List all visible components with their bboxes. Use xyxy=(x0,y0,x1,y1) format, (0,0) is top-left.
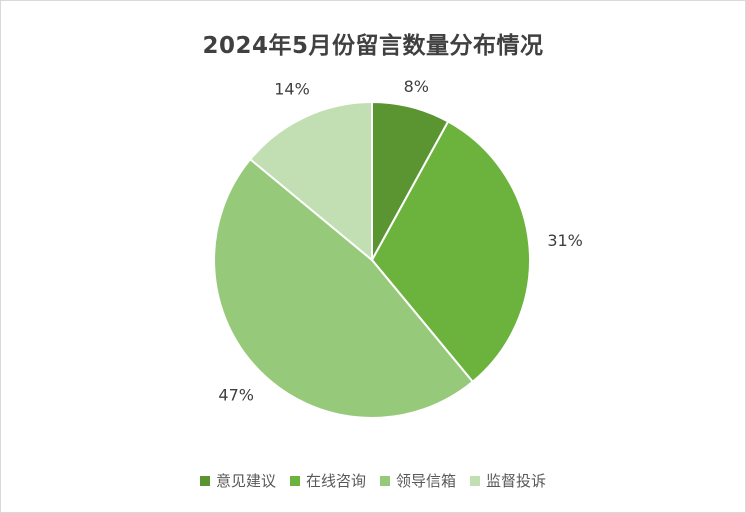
data-label: 14% xyxy=(274,79,310,98)
legend-swatch xyxy=(289,475,300,486)
legend-item-lingdao: 领导信箱 xyxy=(380,470,456,491)
legend-label: 领导信箱 xyxy=(396,472,457,490)
legend-swatch xyxy=(470,475,481,486)
slice-zaixian xyxy=(370,120,531,384)
data-label: 8% xyxy=(404,77,429,96)
slice-lingdao xyxy=(213,157,475,419)
legend-swatch xyxy=(199,475,210,486)
legend-item-jiandu: 监督投诉 xyxy=(470,470,546,491)
legend-label: 意见建议 xyxy=(215,472,276,490)
chart-title: 2024年5月份留言数量分布情况 xyxy=(202,33,544,59)
legend-item-zaixian: 在线咨询 xyxy=(289,470,366,491)
legend-item-yijian: 意见建议 xyxy=(199,470,276,491)
data-label: 31% xyxy=(547,231,583,250)
legend-swatch xyxy=(380,475,390,486)
slice-jiandu xyxy=(248,100,373,263)
data-label: 47% xyxy=(218,385,254,404)
legend-label: 在线咨询 xyxy=(305,472,366,490)
legend-label: 监督投诉 xyxy=(486,472,547,490)
chart-legend: 意见建议 在线咨询 领导信箱 监督投诉 xyxy=(0,470,746,491)
